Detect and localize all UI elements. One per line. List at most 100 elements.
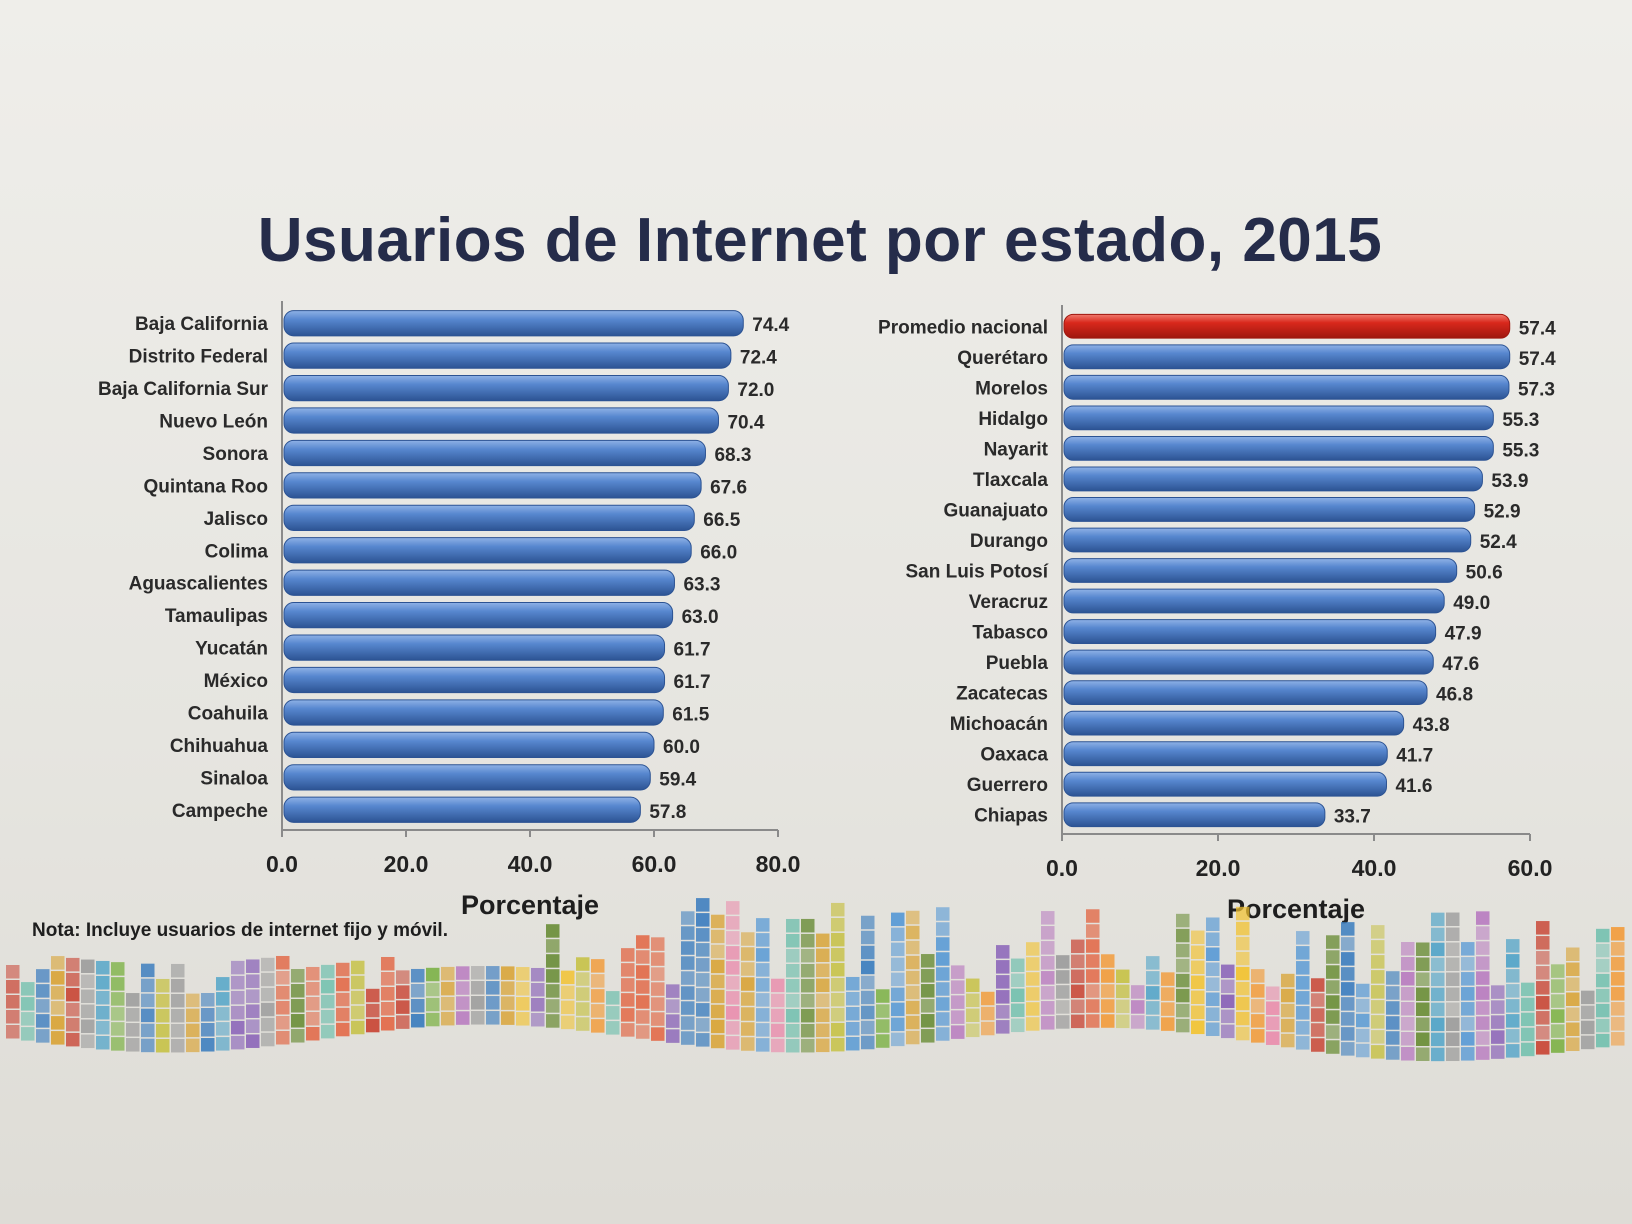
- decor-cell: [1596, 1018, 1610, 1033]
- decor-cell: [1476, 956, 1490, 970]
- decor-cell: [291, 969, 305, 983]
- decor-cell: [1566, 992, 1580, 1007]
- decor-cell: [1431, 927, 1445, 942]
- decor-cell: [816, 933, 830, 948]
- decor-cell: [1206, 932, 1220, 946]
- decor-cell: [351, 975, 365, 990]
- decor-cell: [1161, 987, 1175, 1001]
- decor-cell: [1611, 927, 1625, 941]
- decor-cell: [1176, 988, 1190, 1003]
- decor-cell: [321, 979, 335, 994]
- decor-cell: [726, 961, 740, 975]
- chart-title: Usuarios de Internet por estado, 2015: [257, 206, 1383, 275]
- value-label: 72.4: [740, 348, 777, 369]
- decor-cell: [291, 984, 305, 998]
- decor-cell: [1521, 1012, 1535, 1027]
- decor-cell: [576, 987, 590, 1001]
- decor-cell: [711, 1034, 725, 1049]
- decor-cell: [1431, 1017, 1445, 1032]
- bar-sonora: [283, 439, 706, 467]
- category-label: Morelos: [975, 378, 1048, 399]
- decor-cell: [21, 1012, 35, 1026]
- decor-cell: [831, 977, 845, 992]
- decor-cell: [96, 1035, 110, 1050]
- decor-cell: [1446, 972, 1460, 987]
- decor-cell: [831, 947, 845, 962]
- decor-cell: [771, 1023, 785, 1038]
- decor-cell: [456, 981, 470, 995]
- decor-cell: [1341, 1027, 1355, 1041]
- decor-cell: [1101, 1014, 1115, 1028]
- decor-cell: [1026, 957, 1040, 971]
- bar-promedio-nacional: [1063, 313, 1511, 339]
- decor-cell: [846, 991, 860, 1006]
- decor-cell: [711, 929, 725, 944]
- decor-cell: [1176, 973, 1190, 988]
- decor-cell: [816, 1038, 830, 1053]
- decor-cell: [156, 1023, 170, 1038]
- decor-cell: [1551, 1039, 1565, 1053]
- value-label: 46.8: [1436, 685, 1473, 706]
- bar-guanajuato: [1063, 497, 1476, 522]
- decor-cell: [621, 1023, 635, 1037]
- decor-cell: [861, 930, 875, 945]
- decor-cell: [1491, 985, 1505, 999]
- decor-cell: [1416, 942, 1430, 956]
- decor-cell: [141, 963, 155, 978]
- bar-durango: [1063, 527, 1472, 553]
- decor-cell: [651, 1012, 665, 1026]
- decor-cell: [966, 993, 980, 1008]
- decor-cell: [1146, 956, 1160, 970]
- decor-cell: [1281, 1003, 1295, 1018]
- decor-cell: [1401, 987, 1415, 1001]
- decor-cell: [111, 1022, 125, 1036]
- decor-cell: [951, 995, 965, 1009]
- decor-cell: [111, 977, 125, 991]
- decor-cell: [216, 1022, 230, 1036]
- decor-cell: [1041, 1016, 1055, 1030]
- decor-cell: [681, 1016, 695, 1030]
- decor-cell: [456, 966, 470, 980]
- decor-cell: [96, 975, 110, 990]
- decor-cell: [996, 945, 1010, 959]
- decor-cell: [831, 992, 845, 1007]
- decor-cell: [921, 1014, 935, 1028]
- decor-cell: [396, 1015, 410, 1029]
- decor-cell: [1566, 1022, 1580, 1037]
- decor-cell: [711, 989, 725, 1004]
- category-label: Sonora: [203, 444, 269, 465]
- decor-cell: [1251, 999, 1265, 1013]
- decor-cell: [651, 1027, 665, 1041]
- decor-cell: [741, 977, 755, 991]
- decor-cell: [66, 957, 80, 972]
- decor-cell: [1311, 993, 1325, 1007]
- decor-cell: [171, 963, 185, 978]
- decor-cell: [1416, 1017, 1430, 1031]
- bar-coahuila: [283, 699, 664, 726]
- decor-cell: [141, 993, 155, 1008]
- value-label: 61.7: [674, 672, 711, 693]
- decor-cell: [891, 927, 905, 942]
- decor-cell: [1191, 1020, 1205, 1035]
- decor-cell: [666, 1014, 680, 1028]
- value-label: 57.8: [649, 802, 686, 823]
- decor-cell: [1416, 1032, 1430, 1046]
- decor-cell: [921, 954, 935, 968]
- decor-cell: [846, 1036, 860, 1051]
- decor-cell: [936, 967, 950, 981]
- decor-cell: [1011, 988, 1025, 1003]
- x-tick-label: 40.0: [1352, 855, 1397, 881]
- bar-tamaulipas: [283, 602, 674, 629]
- decor-cell: [876, 1019, 890, 1033]
- decor-cell: [1191, 975, 1205, 990]
- decor-cell: [1206, 962, 1220, 976]
- decor-cell: [771, 993, 785, 1008]
- decor-cell: [516, 1012, 530, 1026]
- decor-cell: [1086, 999, 1100, 1013]
- decor-cell: [1026, 987, 1040, 1001]
- decor-cell: [1521, 1027, 1535, 1042]
- decor-cell: [711, 1004, 725, 1019]
- decor-cell: [1431, 972, 1445, 987]
- decor-cell: [966, 1008, 980, 1023]
- decor-cell: [726, 991, 740, 1005]
